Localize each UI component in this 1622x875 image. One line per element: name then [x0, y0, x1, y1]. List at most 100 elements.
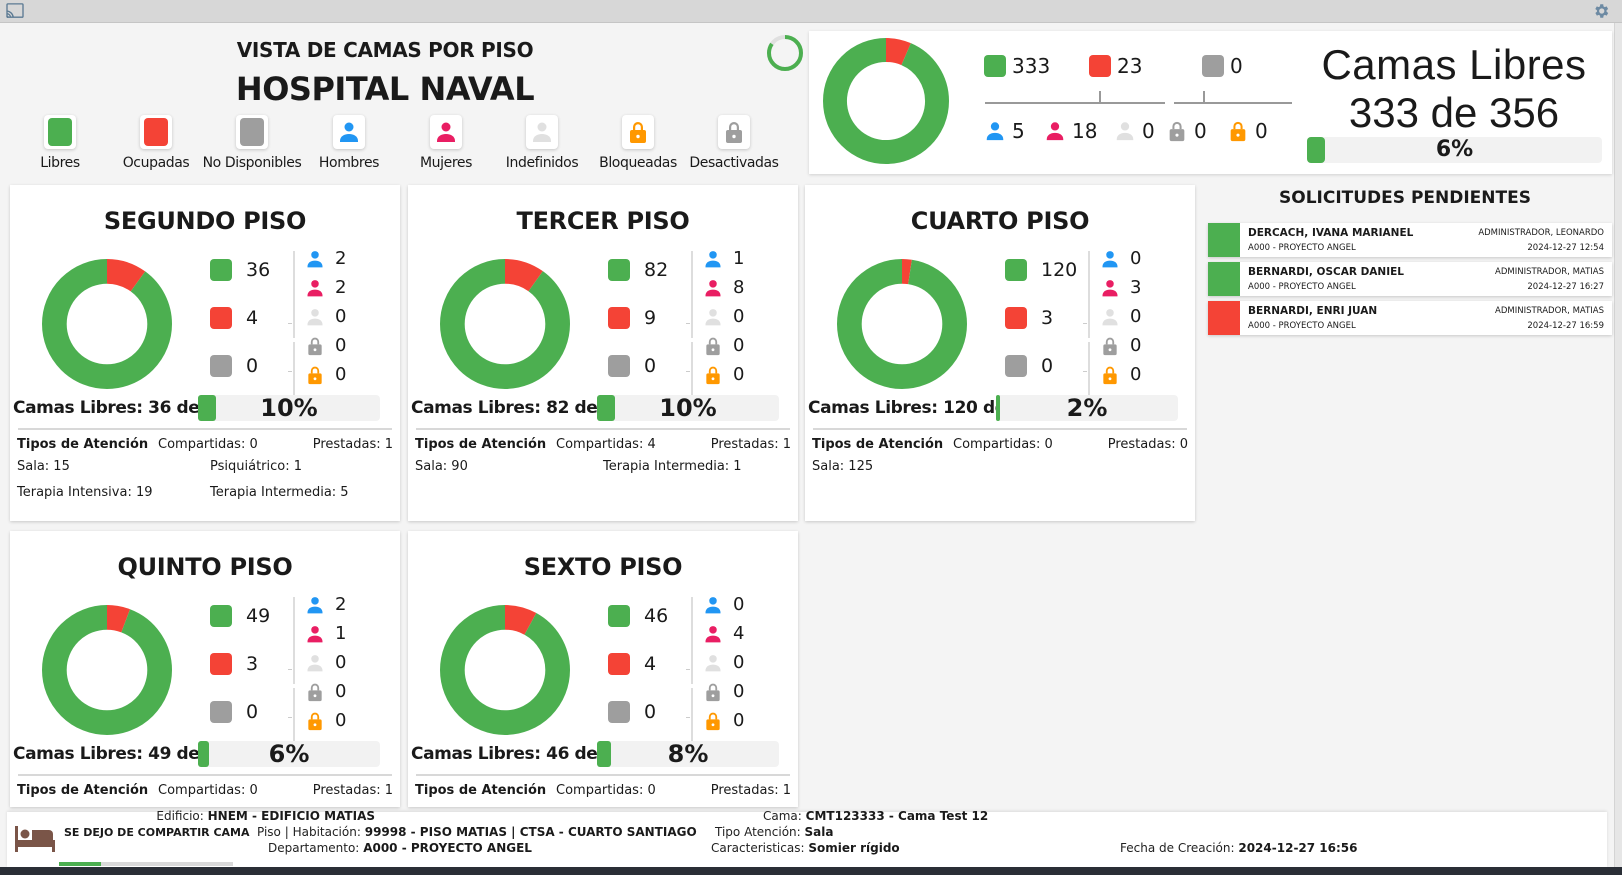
male-person-icon: [703, 249, 723, 269]
attention-type: Terapia Intermedia: 1: [603, 459, 742, 474]
no-disponibles-square-icon: [210, 701, 232, 723]
occupancy-percent: 2%: [1066, 394, 1108, 422]
undefined-person-icon: [703, 307, 723, 327]
cast-icon[interactable]: [6, 3, 24, 19]
tipos-atencion-label: Tipos de Atención: [812, 437, 944, 452]
gray-lock-icon: [305, 336, 325, 356]
undefined-person-icon: [1114, 120, 1136, 142]
solicitud-item[interactable]: DERCACH, IVANA MARIANEL A000 - PROYECTO …: [1208, 223, 1612, 257]
floor-libres: 36: [246, 259, 271, 281]
tipos-atencion-label: Tipos de Atención: [17, 783, 149, 798]
floor-no-disponibles: 0: [644, 355, 657, 377]
edificio-field: Edificio: HNEM - EDIFICIO MATIAS: [156, 809, 375, 823]
libres-square-icon: [210, 605, 232, 627]
floor-card[interactable]: SEGUNDO PISO 36 4 0 2 2 0 0 0 Camas Libr…: [10, 185, 400, 521]
floor-card[interactable]: TERCER PISO 82 9 0 1 8 0 0 0 Camas Libre…: [408, 185, 798, 521]
floor-hombres: 1: [733, 248, 745, 269]
attention-type: Sala: 90: [415, 459, 468, 474]
floor-libres: 82: [644, 259, 669, 281]
summary-desactivadas: 0: [1194, 119, 1207, 143]
notification-toast[interactable]: SE DEJO DE COMPARTIR CAMA Edificio: HNEM…: [7, 809, 1607, 867]
summary-hombres: 5: [1012, 119, 1025, 143]
floor-card[interactable]: SEXTO PISO 46 4 0 0 4 0 0 0 Camas Libres…: [408, 531, 798, 807]
floor-donut-chart: [837, 259, 967, 389]
ocupadas-square-icon: [210, 653, 232, 675]
prestadas-count: Prestadas: 1: [710, 783, 791, 798]
summary-libres: 333: [1012, 54, 1051, 78]
libres-square-icon: [608, 605, 630, 627]
attention-type: Terapia Intermedia: 5: [210, 485, 349, 500]
female-person-icon: [703, 278, 723, 298]
floor-mujeres: 8: [733, 277, 745, 298]
red-square-icon: [144, 118, 168, 146]
compartidas-count: Compartidas: 0: [158, 783, 258, 798]
male-person-icon: [984, 120, 1006, 142]
floor-bloqueadas: 0: [733, 364, 745, 385]
gray-lock-icon: [305, 682, 325, 702]
summary-big-value: 333 de 356: [1348, 89, 1560, 136]
occupancy-progress-bar: 2%: [996, 395, 1178, 421]
legend-ocupadas: Ocupadas: [106, 115, 206, 171]
floor-mujeres: 2: [335, 277, 347, 298]
floor-title: SEXTO PISO: [523, 553, 683, 581]
floor-bloqueadas: 0: [1130, 364, 1142, 385]
floor-desactivadas: 0: [733, 681, 745, 702]
floor-card[interactable]: QUINTO PISO 49 3 0 2 1 0 0 0 Camas Libre…: [10, 531, 400, 807]
floor-bloqueadas: 0: [335, 710, 347, 731]
legend-desactivadas: Desactivadas: [684, 115, 784, 171]
camas-libres-label: Camas Libres: 46 de 50: [411, 744, 626, 764]
bed-icon: [15, 826, 55, 852]
no-disponibles-square-icon: [1005, 355, 1027, 377]
no-disponibles-square-icon: [608, 355, 630, 377]
libres-square-icon: [984, 55, 1006, 77]
floor-no-disponibles: 0: [246, 701, 259, 723]
green-square-icon: [48, 118, 72, 146]
summary-progress-bar: 6%: [1307, 137, 1602, 163]
floor-title: TERCER PISO: [516, 207, 690, 235]
floor-no-disponibles: 0: [246, 355, 259, 377]
prestadas-count: Prestadas: 0: [1107, 437, 1188, 452]
attention-type: Terapia Intensiva: 19: [17, 485, 153, 500]
solicitud-item[interactable]: BERNARDI, ENRI JUAN A000 - PROYECTO ANGE…: [1208, 301, 1612, 335]
ocupadas-square-icon: [1089, 55, 1111, 77]
caracteristicas-field: Caracteristicas: Somier rígido: [711, 841, 900, 855]
libres-square-icon: [1005, 259, 1027, 281]
floor-desactivadas: 0: [733, 335, 745, 356]
settings-gear-icon[interactable]: [1592, 2, 1610, 20]
floor-hombres: 0: [1130, 248, 1142, 269]
page-title: HOSPITAL NAVAL: [235, 70, 535, 108]
orange-lock-icon: [626, 119, 650, 145]
camas-libres-label: Camas Libres: 120 de 123: [808, 398, 1046, 418]
male-person-icon: [305, 249, 325, 269]
gray-lock-icon: [703, 336, 723, 356]
no-disponibles-square-icon: [608, 701, 630, 723]
floor-indefinidos: 0: [335, 306, 347, 327]
floor-hombres: 2: [335, 248, 347, 269]
departamento-field: Departamento: A000 - PROYECTO ANGEL: [268, 841, 532, 855]
floor-no-disponibles: 0: [1041, 355, 1054, 377]
orange-lock-icon: [1227, 119, 1249, 143]
floor-ocupadas: 3: [246, 653, 259, 675]
solicitud-item[interactable]: BERNARDI, OSCAR DANIEL A000 - PROYECTO A…: [1208, 262, 1612, 296]
orange-lock-icon: [703, 365, 723, 385]
vertical-scrollbar[interactable]: [1614, 23, 1622, 875]
occupancy-progress-bar: 10%: [198, 395, 380, 421]
floor-card[interactable]: CUARTO PISO 120 3 0 0 3 0 0 0 Camas Libr…: [805, 185, 1195, 521]
compartidas-count: Compartidas: 0: [158, 437, 258, 452]
summary-no-disponibles: 0: [1230, 54, 1243, 78]
summary-big-label: Camas Libres: [1321, 41, 1587, 88]
undefined-person-icon: [305, 653, 325, 673]
camas-libres-label: Camas Libres: 49 de 52: [13, 744, 228, 764]
floor-donut-chart: [440, 605, 570, 735]
attention-type: Sala: 125: [812, 459, 874, 474]
camas-libres-label: Camas Libres: 36 de 40: [13, 398, 228, 418]
undefined-person-icon: [530, 120, 554, 144]
floor-bloqueadas: 0: [335, 364, 347, 385]
male-person-icon: [703, 595, 723, 615]
female-person-icon: [703, 624, 723, 644]
floor-hombres: 2: [335, 594, 347, 615]
ocupadas-square-icon: [1005, 307, 1027, 329]
notification-message: SE DEJO DE COMPARTIR CAMA: [64, 826, 250, 839]
summary-indefinidos: 0: [1142, 119, 1155, 143]
ocupadas-square-icon: [608, 307, 630, 329]
